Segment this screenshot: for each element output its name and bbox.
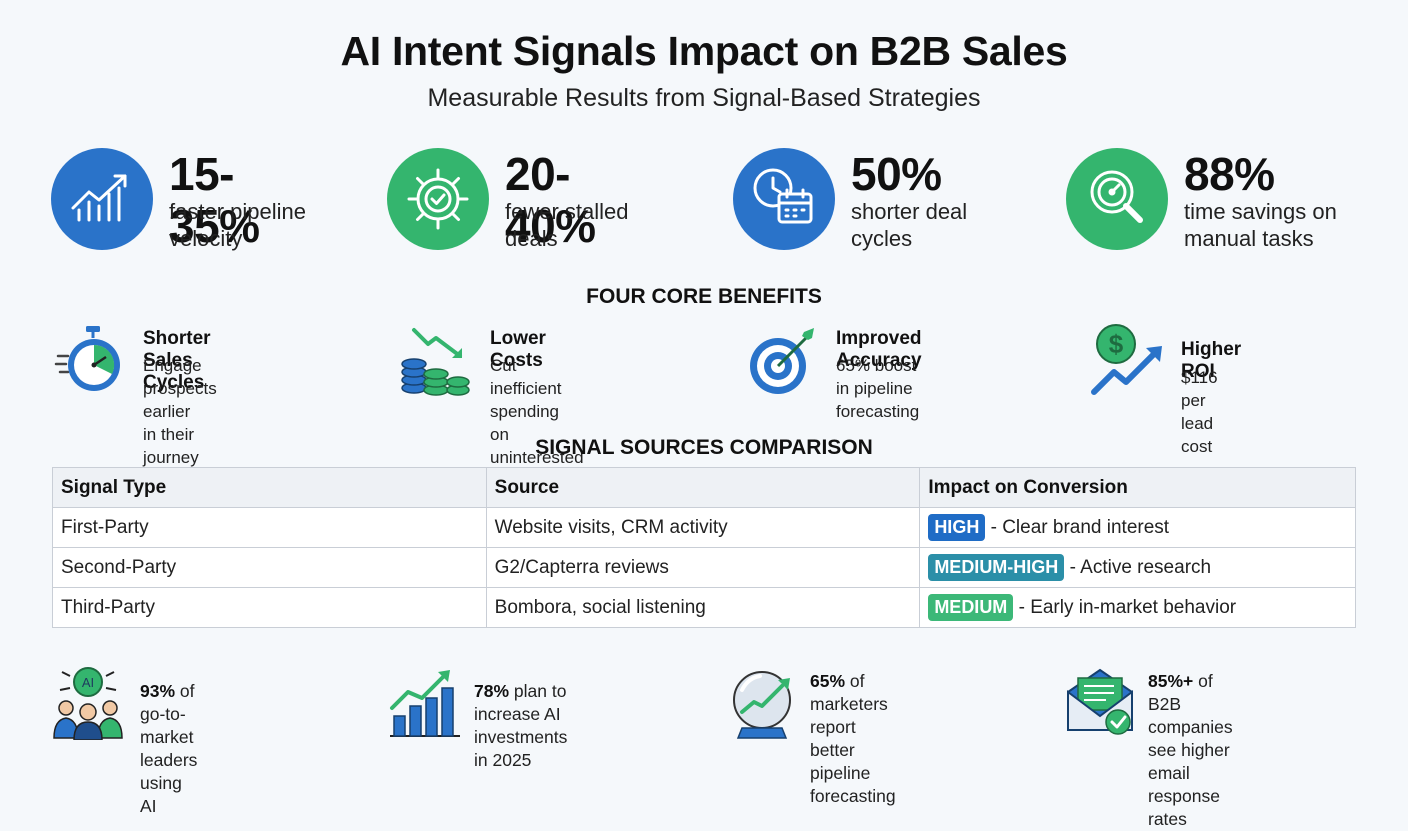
column-header: Signal Type [52,467,487,508]
benefit-title: Lower Costs [490,328,546,371]
benefit-description: Engage prospects earlier in their journey [143,356,217,467]
impact-badge: HIGH [928,514,986,541]
svg-text:AI: AI [82,675,94,690]
signal-type-cell: First-Party [52,507,487,548]
fact-text: 78% plan to increase AI investments in 20… [474,681,568,770]
stat-description: fewer stalled deals [505,199,629,251]
dollar-growth-icon: $ [1091,324,1162,395]
crystal-ball-icon [733,671,791,739]
target-icon [750,328,814,394]
stat-value: 15-35% [169,148,260,252]
benefit-title: Improved Accuracy [836,328,922,371]
stat-description: faster pipeline velocity [169,199,306,251]
bar-growth-icon [390,670,460,737]
column-header: Source [485,467,921,508]
stat-value: 20-40% [505,148,596,252]
coins-down-icon [401,328,470,396]
benefit-title: Shorter Sales Cycles [143,328,211,393]
impact-cell: MEDIUM-HIGH - Active research [919,547,1356,588]
stat-description: shorter deal cycles [851,199,968,251]
stat-value: 88% [1184,148,1275,200]
benefit-description: $116 per lead cost [1181,368,1218,456]
signal-type-cell: Second-Party [52,547,487,588]
impact-badge: MEDIUM-HIGH [928,554,1065,581]
clock-calendar-icon [733,148,835,250]
stat-description: time savings on manual tasks [1184,199,1337,251]
source-cell: Website visits, CRM activity [485,507,921,548]
stat-value: 50% [851,148,942,200]
signal-type-cell: Third-Party [52,587,487,628]
table-row: First-Party Website visits, CRM activity… [52,507,1356,548]
stopwatch-icon [54,326,120,391]
page-subtitle: Measurable Results from Signal-Based Str… [427,84,981,112]
fact-text: 93% of go-to-market leaders using AI [140,681,198,816]
benefits-heading: FOUR CORE BENEFITS [586,285,822,308]
email-check-icon [1067,668,1133,735]
fact-text: 65% of marketers report better pipeline fo… [810,671,896,806]
svg-text:$: $ [1109,329,1124,359]
gear-check-icon [387,148,489,250]
column-header: Impact on Conversion [919,467,1356,508]
benefit-description: Cut inefficient spending on uninterested … [490,356,584,490]
signal-sources-table: Signal Type Source Impact on Conversion … [52,467,1356,628]
source-cell: G2/Capterra reviews [485,547,921,588]
trending-chart-icon [51,148,153,250]
page-title: AI Intent Signals Impact on B2B Sales [340,28,1068,74]
table-row: Second-Party G2/Capterra reviews MEDIUM-… [52,547,1356,588]
impact-cell: HIGH - Clear brand interest [919,507,1356,548]
comparison-heading: SIGNAL SOURCES COMPARISON [535,436,873,459]
magnifier-gauge-icon [1066,148,1168,250]
benefit-title: Higher ROI [1181,339,1242,382]
ai-team-icon: AI [53,667,123,740]
fact-text: 85%+ of B2B companies see higher email res… [1148,671,1233,829]
table-header-row: Signal Type Source Impact on Conversion [52,467,1356,508]
benefit-description: 65% boost in pipeline forecasting [836,356,920,421]
impact-badge: MEDIUM [928,594,1014,621]
impact-cell: MEDIUM - Early in-market behavior [919,587,1356,628]
source-cell: Bombora, social listening [485,587,921,628]
table-row: Third-Party Bombora, social listening ME… [52,587,1356,628]
